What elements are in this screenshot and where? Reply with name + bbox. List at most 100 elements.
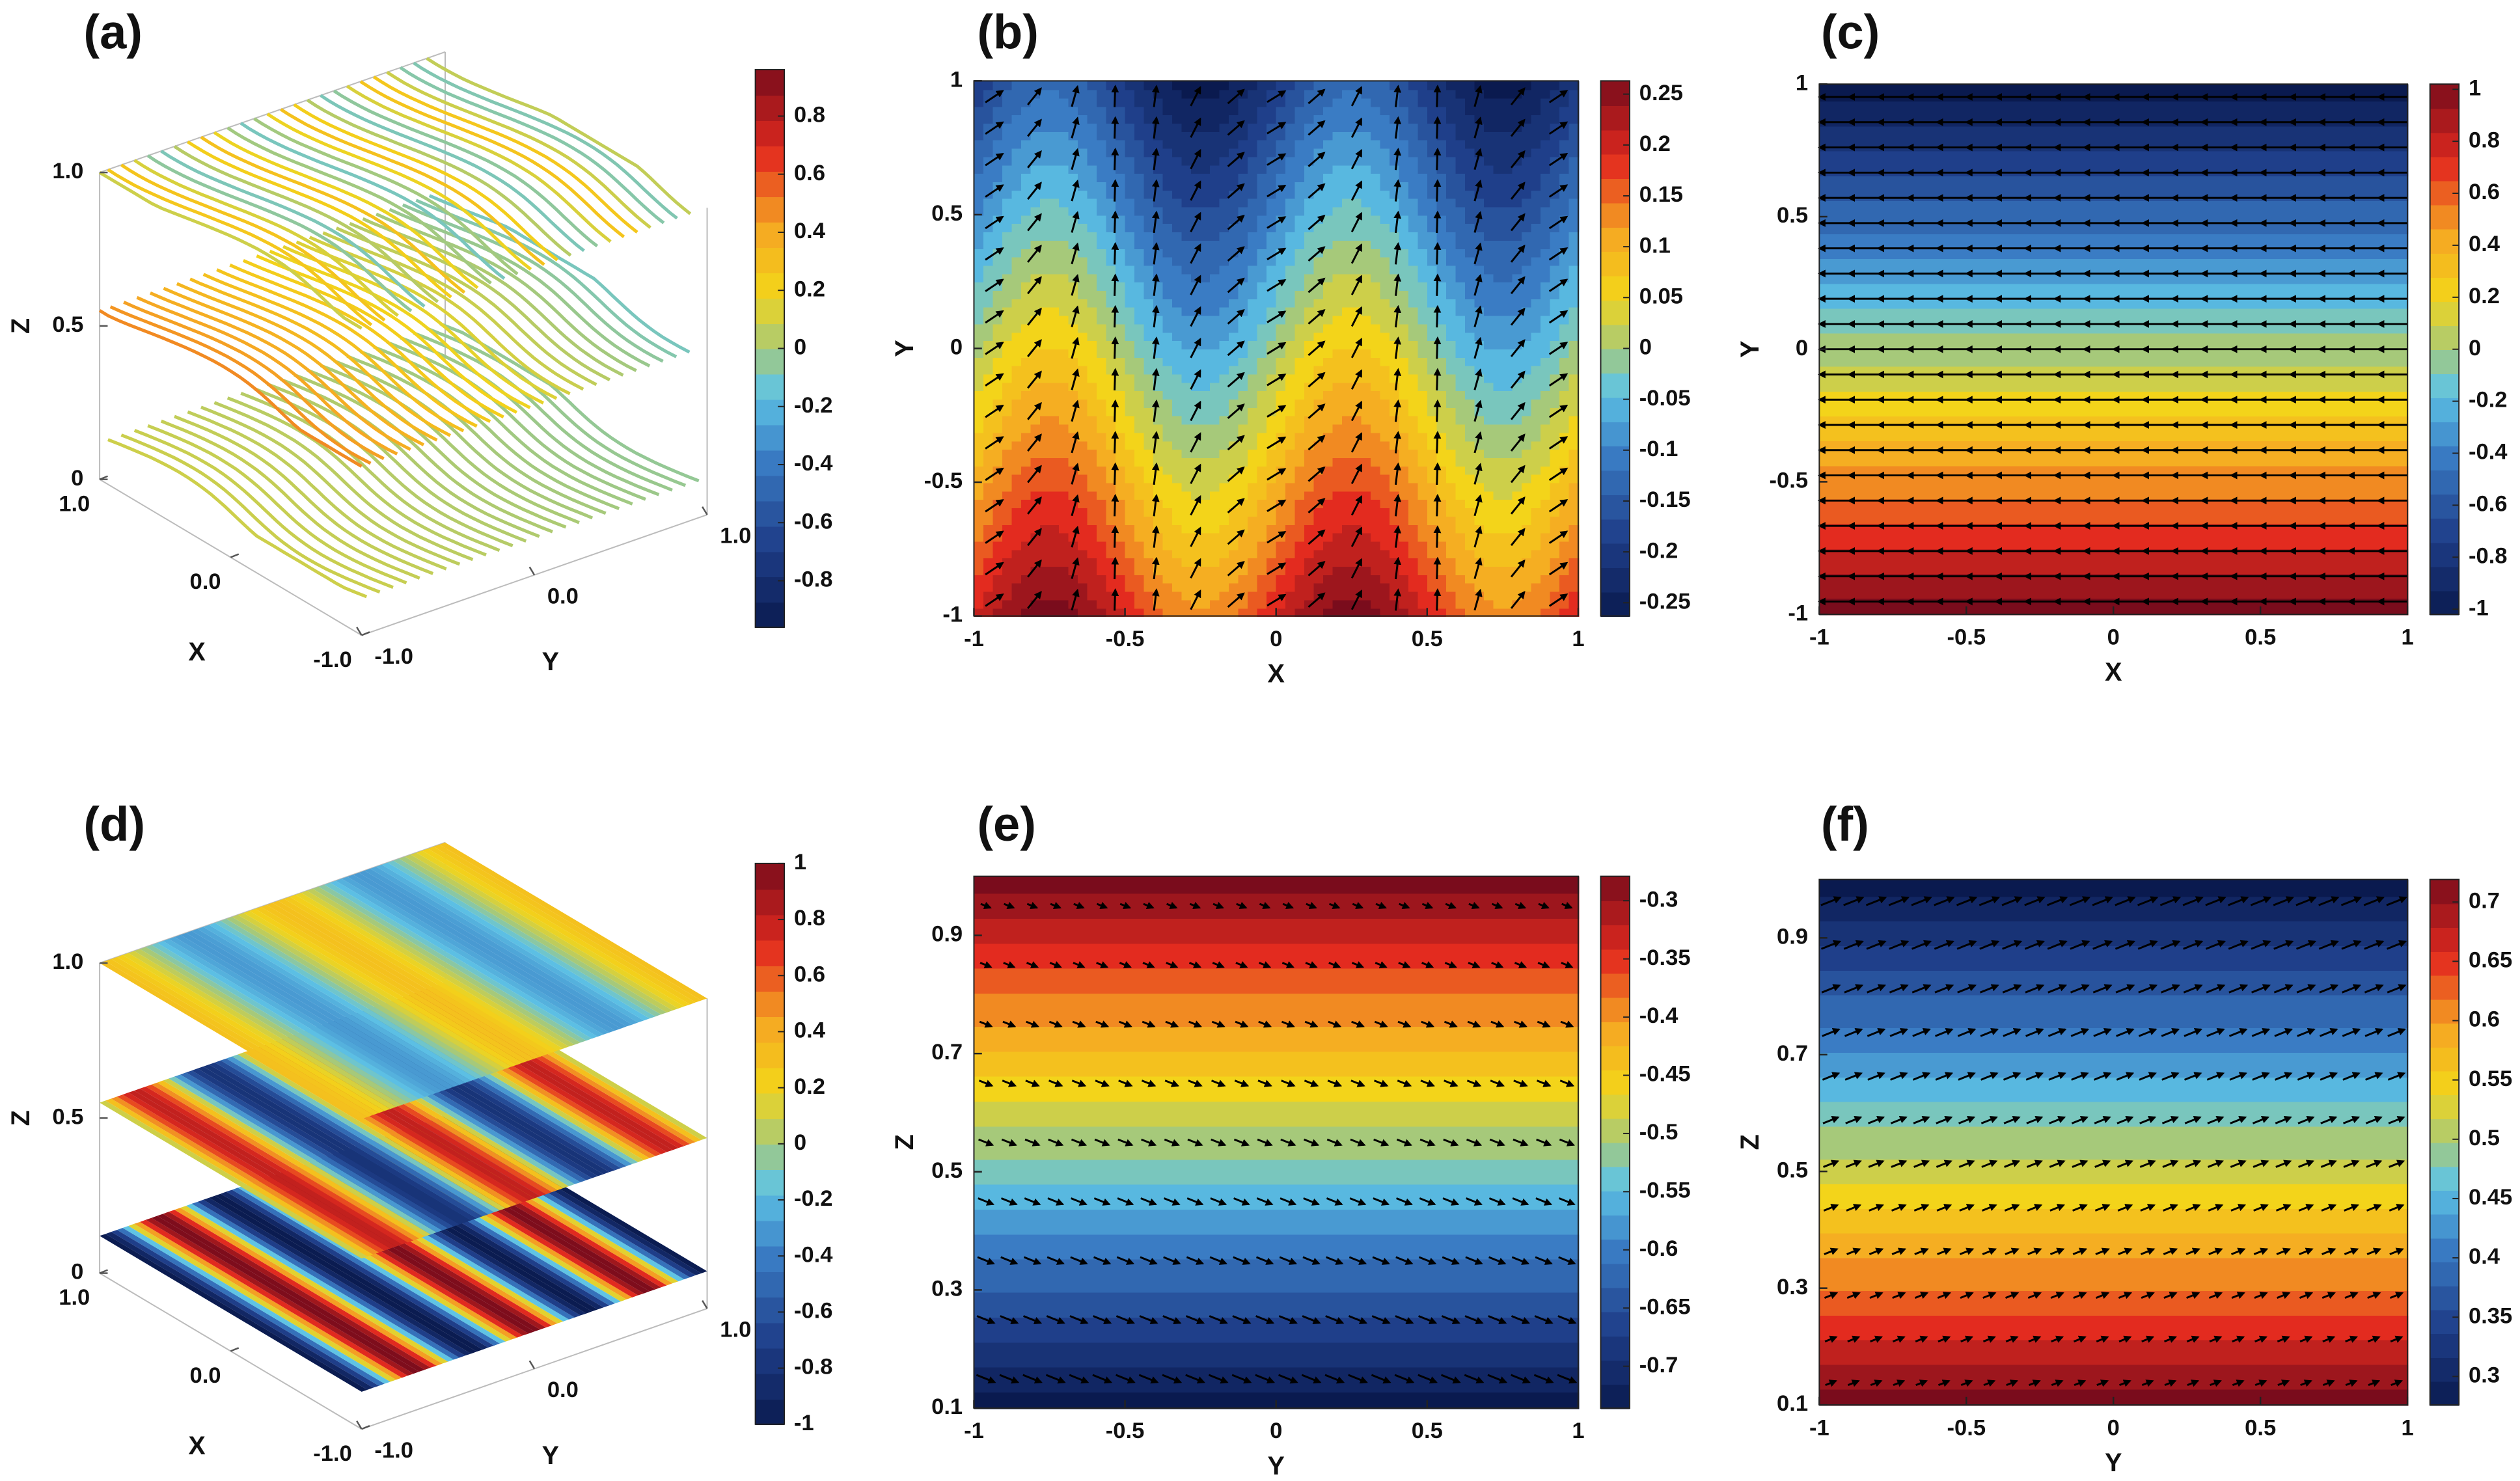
field-cell — [1040, 131, 1050, 141]
field-cell — [1200, 398, 1211, 408]
field-cell — [1370, 98, 1381, 107]
y-tick-label: 0 — [950, 335, 963, 360]
field-cell — [1313, 148, 1324, 157]
field-cell — [1455, 549, 1466, 559]
field-cell — [1267, 306, 1278, 316]
field-cell — [1285, 172, 1296, 182]
field-cell — [1370, 457, 1381, 467]
field-cell — [974, 89, 985, 99]
field-cell — [1323, 398, 1334, 408]
field-cell — [1219, 131, 1230, 141]
field-cell — [1078, 582, 1089, 592]
field-cell — [1116, 290, 1127, 299]
field-cell — [1521, 298, 1532, 308]
field-cell — [1559, 331, 1570, 342]
field-cell — [1285, 105, 1296, 116]
field-cell — [1285, 273, 1296, 283]
field-cell — [1078, 198, 1089, 208]
field-cell — [1267, 298, 1278, 308]
field-cell — [1418, 290, 1429, 299]
field-cell — [1059, 365, 1070, 375]
field-cell — [1342, 365, 1353, 375]
arrow — [1111, 179, 1119, 202]
field-cell — [1418, 273, 1429, 283]
field-cell — [1229, 273, 1240, 283]
contour-line — [373, 345, 633, 506]
field-cell — [1540, 474, 1551, 483]
field-cell — [1276, 390, 1287, 400]
field-cell — [1276, 574, 1287, 584]
field-cell — [1002, 398, 1013, 408]
field-cell — [1002, 565, 1013, 575]
field-cell — [1257, 381, 1268, 392]
field-cell — [1531, 281, 1542, 292]
field-cell — [1020, 582, 1032, 592]
field-cell — [1049, 431, 1060, 442]
field-cell — [1020, 248, 1032, 258]
field-cell — [1116, 281, 1127, 292]
field-cell — [1445, 374, 1457, 383]
field-cell — [1464, 89, 1475, 99]
field-cell — [1030, 331, 1041, 342]
field-cell — [983, 206, 994, 216]
field-cell — [1483, 331, 1494, 342]
field-cell — [1002, 365, 1013, 375]
field-cell — [1521, 582, 1532, 592]
field-cell — [1445, 206, 1457, 216]
field-cell — [1427, 281, 1438, 292]
field-cell — [1483, 164, 1494, 174]
field-cell — [1200, 607, 1211, 618]
field-cell — [1370, 465, 1381, 475]
field-cell — [1267, 231, 1278, 241]
field-cell — [1040, 607, 1050, 618]
field-cell — [1464, 348, 1475, 358]
field-cell — [1162, 198, 1173, 208]
field-cell — [1819, 167, 2409, 176]
field-cell — [1002, 239, 1013, 249]
field-cell — [1134, 231, 1145, 241]
arrow — [1433, 525, 1442, 548]
field-cell — [1540, 565, 1551, 575]
field-cell — [1229, 448, 1240, 458]
field-cell — [1248, 172, 1259, 182]
contour-line — [333, 359, 594, 520]
field-cell — [1493, 365, 1504, 375]
field-cell — [1116, 298, 1127, 308]
field-cell — [1172, 239, 1183, 249]
field-cell — [1144, 214, 1155, 224]
field-cell — [1512, 231, 1523, 241]
field-cell — [1020, 440, 1032, 450]
field-cell — [1361, 164, 1372, 174]
field-cell — [993, 231, 1004, 241]
field-cell — [1125, 114, 1136, 124]
field-cell — [1483, 574, 1494, 584]
field-cell — [1116, 431, 1127, 442]
field-cell — [1389, 357, 1400, 366]
field-cell — [1342, 281, 1353, 292]
field-cell — [1238, 524, 1249, 534]
y-tick-label: -0.5 — [924, 469, 963, 493]
field-cell — [1418, 231, 1429, 241]
field-cell — [1172, 565, 1183, 575]
field-cell — [1531, 206, 1542, 216]
field-cell — [1059, 148, 1070, 157]
field-cell — [1313, 457, 1324, 467]
field-cell — [1559, 474, 1570, 483]
field-cell — [1144, 89, 1155, 99]
field-cell — [1172, 540, 1183, 550]
field-cell — [1351, 231, 1362, 241]
field-cell — [1464, 239, 1475, 249]
field-cell — [1040, 532, 1050, 542]
field-cell — [1238, 482, 1249, 492]
field-cell — [993, 599, 1004, 609]
field-cell — [1323, 131, 1334, 141]
field-cell — [1540, 424, 1551, 433]
field-cell — [1229, 482, 1240, 492]
field-cell — [1049, 507, 1060, 517]
field-cell — [1162, 223, 1173, 233]
field-cell — [1418, 448, 1429, 458]
field-cell — [1427, 565, 1438, 575]
field-cell — [1049, 122, 1060, 132]
field-cell — [1162, 431, 1173, 442]
field-cell — [1144, 198, 1155, 208]
